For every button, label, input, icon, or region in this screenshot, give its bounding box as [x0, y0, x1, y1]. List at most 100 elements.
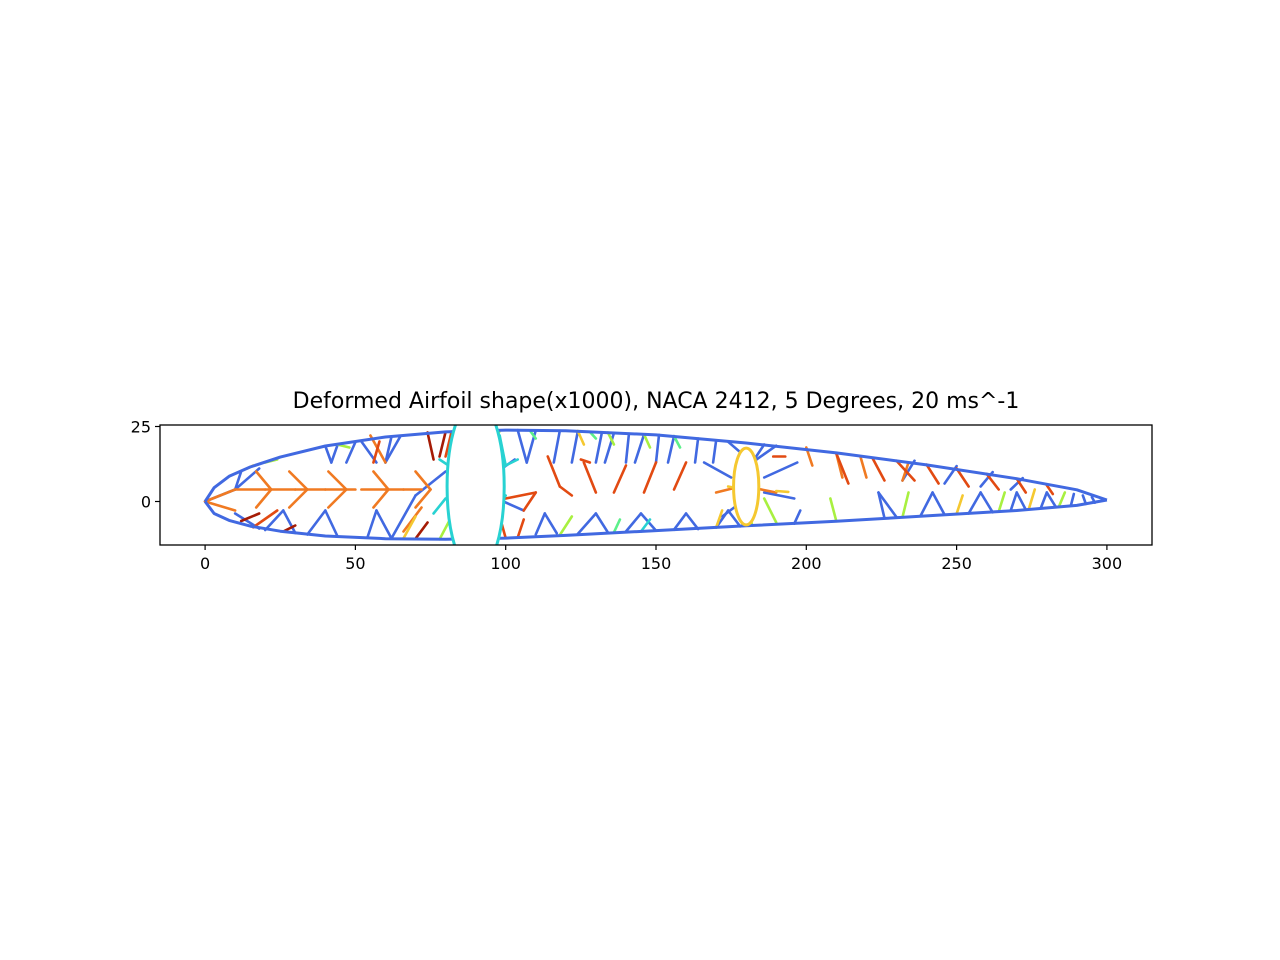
truss-member: [714, 509, 724, 529]
truss-member: [871, 456, 886, 482]
truss-member: [281, 509, 297, 535]
marks-layer: [203, 428, 1097, 541]
truss-member: [612, 464, 628, 494]
truss-member: [390, 494, 417, 540]
truss-member: [877, 491, 886, 520]
truss-member: [546, 455, 562, 488]
truss-member: [639, 518, 652, 533]
truss-member: [1045, 483, 1055, 496]
truss-member: [1057, 491, 1067, 509]
truss-member: [287, 488, 309, 509]
truss-member: [372, 440, 381, 464]
member-series-orange: [203, 434, 910, 533]
member-series-yellow: [245, 429, 1037, 540]
truss-member: [1045, 491, 1058, 509]
truss-member: [684, 512, 700, 531]
truss-member: [414, 488, 432, 509]
truss-member: [672, 461, 688, 491]
truss-member: [672, 512, 688, 532]
truss-member: [414, 470, 447, 497]
truss-member: [603, 431, 616, 464]
truss-member: [985, 472, 1000, 491]
truss-member: [693, 437, 700, 464]
cutout-hole: [732, 446, 761, 527]
truss-member: [366, 509, 378, 539]
truss-member: [624, 432, 631, 464]
truss-member: [702, 461, 733, 479]
truss-member: [372, 488, 390, 509]
x-tick-label: 150: [641, 554, 672, 573]
x-tick-label: 50: [345, 554, 365, 573]
truss-member: [432, 497, 447, 515]
truss-member: [835, 452, 850, 485]
truss-member: [582, 461, 598, 494]
truss-member: [762, 461, 799, 479]
truss-member: [384, 434, 402, 464]
truss-member: [642, 461, 658, 494]
truss-member: [1027, 488, 1037, 511]
truss-member: [955, 494, 964, 516]
x-tick-label: 0: [200, 554, 210, 573]
truss-member: [711, 439, 718, 464]
axes-frame: [159, 424, 1153, 546]
truss-member: [516, 428, 529, 464]
truss-member: [1015, 477, 1028, 494]
truss-member: [287, 470, 309, 491]
truss-member: [203, 488, 237, 503]
truss-member: [955, 467, 970, 488]
truss-member: [263, 509, 285, 532]
truss-member: [327, 488, 348, 509]
truss-member: [372, 470, 390, 491]
truss-member: [324, 444, 333, 464]
plot-area: [203, 425, 1108, 545]
truss-member: [931, 491, 946, 517]
truss-member: [762, 497, 778, 524]
chart-title: Deformed Airfoil shape(x1000), NACA 2412…: [293, 389, 1020, 414]
y-tick-label: 25: [131, 418, 151, 437]
truss-member: [967, 491, 982, 515]
truss-member: [666, 434, 676, 464]
truss-member: [233, 470, 243, 491]
airfoil-upper-surface: [203, 428, 1108, 503]
truss-member: [570, 429, 580, 464]
truss-member: [1009, 491, 1019, 512]
y-axis: 25 0: [131, 418, 160, 512]
truss-member: [402, 515, 417, 540]
truss-member: [414, 521, 429, 541]
truss-member: [1015, 491, 1028, 511]
truss-member: [792, 509, 802, 526]
truss-member: [762, 491, 796, 500]
truss-member: [624, 512, 643, 533]
truss-member: [375, 509, 393, 540]
truss-member: [997, 491, 1007, 514]
x-tick-label: 300: [1092, 554, 1123, 573]
truss-member: [829, 497, 838, 523]
truss-member: [239, 512, 261, 523]
truss-member: [534, 512, 547, 536]
truss-member: [414, 470, 432, 491]
truss-member: [633, 433, 646, 464]
cutout-hole: [445, 425, 506, 545]
truss-member: [552, 429, 562, 464]
truss-member: [726, 509, 742, 528]
truss-member: [444, 430, 453, 458]
truss-member: [859, 455, 868, 479]
truss-member: [579, 458, 592, 464]
truss-member: [558, 515, 574, 537]
truss-member: [642, 432, 652, 449]
x-tick-label: 100: [490, 554, 521, 573]
truss-member: [254, 470, 273, 491]
truss-member: [330, 444, 339, 464]
truss-member: [1039, 491, 1049, 510]
truss-member: [522, 491, 538, 512]
truss-member: [558, 485, 574, 497]
truss-member: [606, 431, 616, 446]
outline-layer: [203, 425, 1108, 545]
truss-member: [654, 433, 661, 464]
truss-member: [324, 509, 339, 538]
truss-member: [979, 491, 994, 514]
truss-member: [516, 518, 526, 539]
truss-member: [438, 430, 447, 458]
truss-member: [576, 429, 586, 446]
